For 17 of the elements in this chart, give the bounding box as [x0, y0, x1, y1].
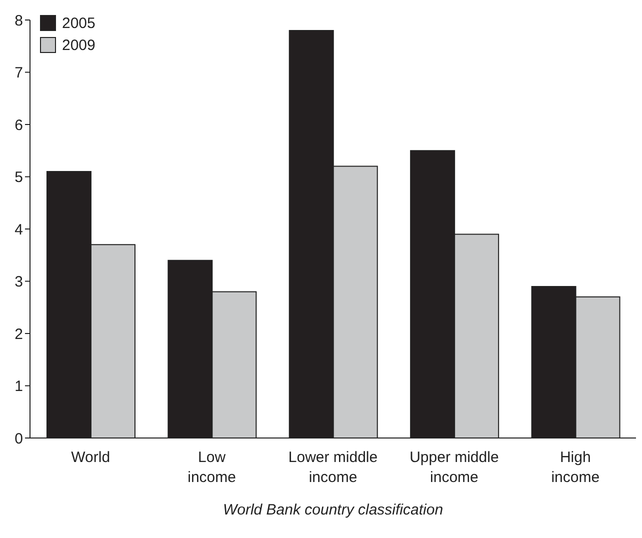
- y-tick-label: 0: [14, 430, 23, 448]
- y-tick-label: 4: [14, 221, 23, 238]
- x-axis-title: World Bank country classification: [222, 502, 444, 519]
- x-tick-label: High income: [551, 449, 600, 486]
- x-tick-label: Lower middle income: [288, 449, 378, 486]
- y-tick-label: 1: [14, 378, 23, 396]
- legend-label: 2005: [62, 14, 96, 32]
- legend-label: 2009: [62, 36, 96, 54]
- y-tick-label: 3: [14, 274, 23, 291]
- y-tick-label: 7: [14, 64, 23, 82]
- y-tick-label: 6: [14, 116, 23, 134]
- y-tick-label: 2: [14, 326, 23, 343]
- x-tick-label: Upper middle income: [410, 449, 499, 486]
- y-tick-label: 5: [14, 169, 23, 186]
- y-tick-label: 8: [14, 12, 23, 30]
- x-tick-label: World: [71, 449, 110, 466]
- x-tick-label: Low income: [188, 449, 236, 486]
